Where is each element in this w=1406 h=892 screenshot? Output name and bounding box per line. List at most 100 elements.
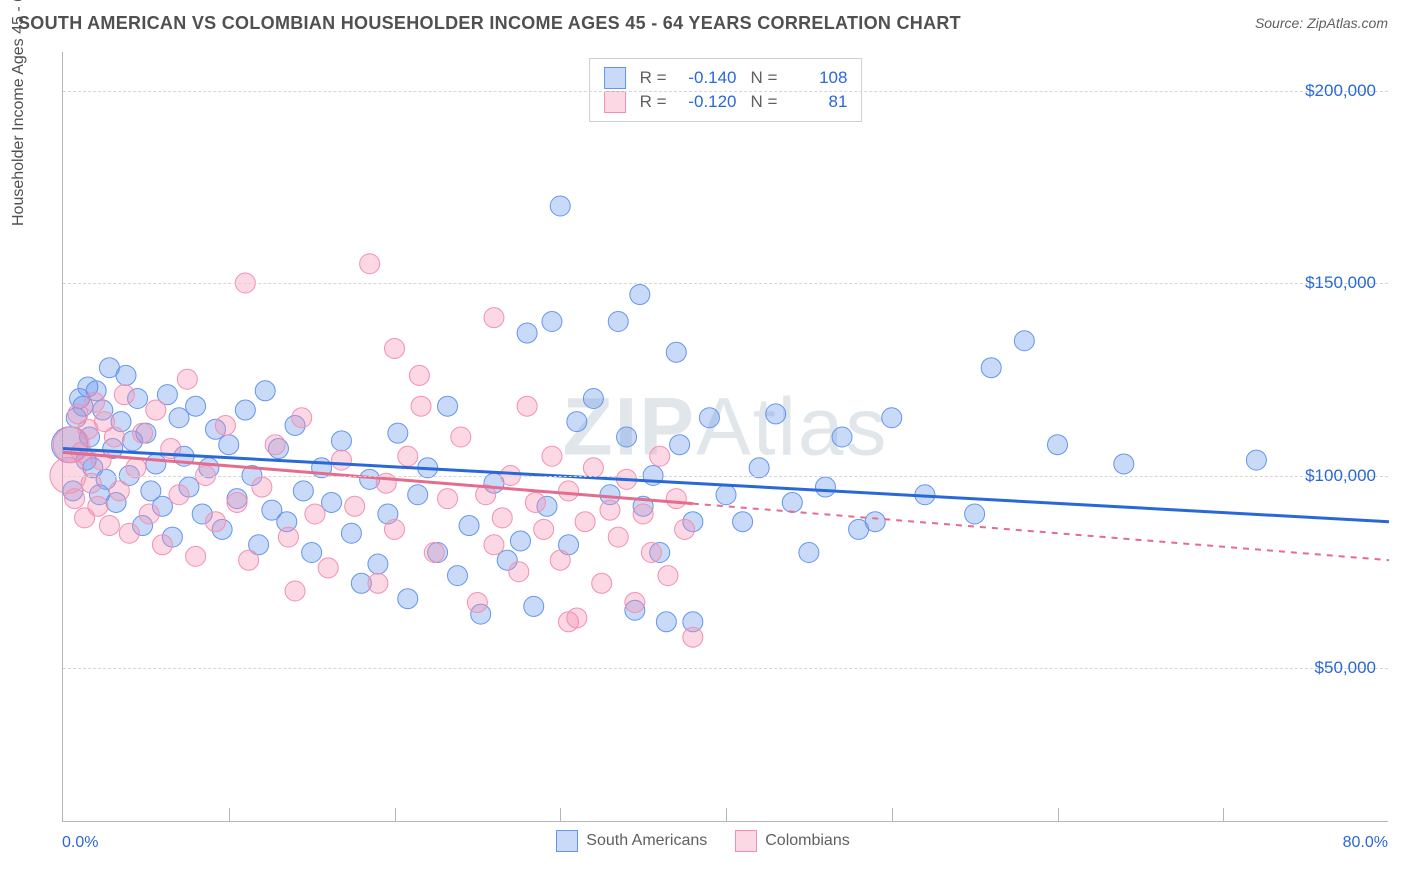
data-point — [139, 504, 159, 524]
stats-n-value: 81 — [791, 92, 847, 112]
trend-line-dashed — [693, 504, 1389, 561]
gridline-horizontal — [63, 668, 1388, 669]
data-point — [84, 392, 104, 412]
y-tick-label: $100,000 — [1305, 466, 1376, 486]
data-point — [981, 358, 1001, 378]
x-minor-tick — [892, 808, 893, 822]
data-point — [865, 512, 885, 532]
stats-n-value: 108 — [791, 68, 847, 88]
data-point — [1014, 331, 1034, 351]
data-point — [509, 562, 529, 582]
data-point — [517, 396, 537, 416]
data-point — [331, 450, 351, 470]
source-label: Source: ZipAtlas.com — [1255, 15, 1388, 31]
data-point — [285, 581, 305, 601]
data-point — [302, 543, 322, 563]
data-point — [799, 543, 819, 563]
data-point — [965, 504, 985, 524]
data-point — [583, 389, 603, 409]
x-minor-tick — [395, 808, 396, 822]
data-point — [368, 573, 388, 593]
data-point — [608, 527, 628, 547]
data-point — [205, 512, 225, 532]
data-point — [239, 550, 259, 570]
data-point — [658, 566, 678, 586]
data-point — [398, 589, 418, 609]
data-point — [409, 365, 429, 385]
data-point — [666, 342, 686, 362]
data-point — [265, 435, 285, 455]
data-point — [169, 408, 189, 428]
data-point — [524, 596, 544, 616]
data-point — [411, 396, 431, 416]
data-point — [424, 543, 444, 563]
stats-row: R =-0.120N =81 — [604, 91, 848, 113]
legend-swatch — [604, 91, 626, 113]
data-point — [650, 446, 670, 466]
gridline-horizontal — [63, 91, 1388, 92]
legend-item: South Americans — [556, 830, 707, 852]
data-point — [447, 566, 467, 586]
data-point — [215, 415, 235, 435]
data-point — [550, 550, 570, 570]
data-point — [641, 543, 661, 563]
data-point — [116, 365, 136, 385]
data-point — [146, 454, 166, 474]
data-point — [656, 612, 676, 632]
data-point — [398, 446, 418, 466]
data-point — [815, 477, 835, 497]
data-point — [385, 338, 405, 358]
y-tick-label: $200,000 — [1305, 81, 1376, 101]
data-point — [525, 492, 545, 512]
data-point — [331, 431, 351, 451]
data-point — [88, 496, 108, 516]
data-point — [278, 527, 298, 547]
legend-item: Colombians — [735, 830, 849, 852]
data-point — [559, 481, 579, 501]
data-point — [608, 312, 628, 332]
data-point — [716, 485, 736, 505]
stats-n-label: N = — [751, 68, 778, 88]
stats-r-value: -0.120 — [681, 92, 737, 112]
data-point — [510, 531, 530, 551]
data-point — [385, 519, 405, 539]
data-point — [459, 516, 479, 536]
plot-svg — [63, 52, 1388, 821]
data-point — [186, 546, 206, 566]
data-point — [292, 408, 312, 428]
data-point — [114, 385, 134, 405]
data-point — [683, 627, 703, 647]
data-point — [119, 523, 139, 543]
data-point — [550, 196, 570, 216]
chart-title: SOUTH AMERICAN VS COLOMBIAN HOUSEHOLDER … — [18, 13, 961, 34]
data-point — [625, 593, 645, 613]
y-tick-label: $150,000 — [1305, 273, 1376, 293]
data-point — [408, 485, 428, 505]
data-point — [559, 612, 579, 632]
x-minor-tick — [560, 808, 561, 822]
data-point — [451, 427, 471, 447]
data-point — [438, 489, 458, 509]
data-point — [169, 485, 189, 505]
legend-swatch — [604, 67, 626, 89]
data-point — [133, 423, 153, 443]
data-point — [567, 412, 587, 432]
data-point — [633, 504, 653, 524]
data-point — [575, 512, 595, 532]
data-point — [600, 500, 620, 520]
data-point — [699, 408, 719, 428]
legend-label: Colombians — [765, 832, 849, 850]
bottom-legend: South Americans Colombians — [0, 830, 1406, 852]
plot-area: ZIPAtlas R =-0.140N =108R =-0.120N =81 $… — [63, 52, 1388, 821]
x-minor-tick — [1223, 808, 1224, 822]
data-point — [104, 427, 124, 447]
data-point — [517, 323, 537, 343]
stats-row: R =-0.140N =108 — [604, 67, 848, 89]
data-point — [293, 481, 313, 501]
y-tick-label: $50,000 — [1315, 658, 1376, 678]
stats-r-label: R = — [640, 92, 667, 112]
data-point — [766, 404, 786, 424]
data-point — [146, 400, 166, 420]
legend-swatch — [735, 830, 757, 852]
data-point — [99, 516, 119, 536]
